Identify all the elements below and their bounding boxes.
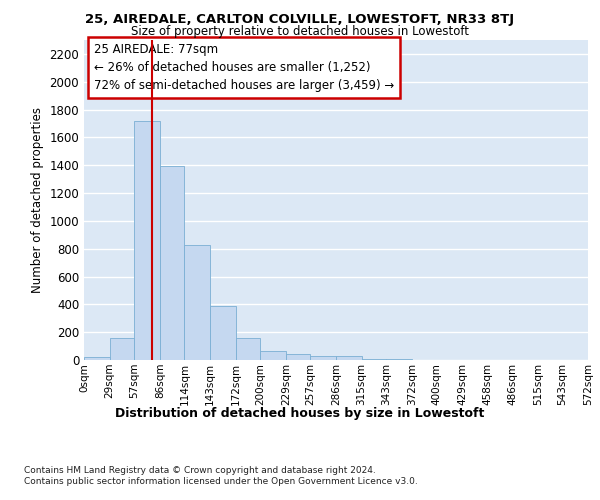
Text: Contains public sector information licensed under the Open Government Licence v3: Contains public sector information licen… (24, 478, 418, 486)
Y-axis label: Number of detached properties: Number of detached properties (31, 107, 44, 293)
Bar (336, 356, 362, 360)
Bar (110, 338, 134, 360)
Bar (134, 120, 160, 360)
Text: 25 AIREDALE: 77sqm
← 26% of detached houses are smaller (1,252)
72% of semi-deta: 25 AIREDALE: 77sqm ← 26% of detached hou… (94, 43, 394, 92)
Bar (84, 357, 110, 360)
Text: Contains HM Land Registry data © Crown copyright and database right 2024.: Contains HM Land Registry data © Crown c… (24, 466, 376, 475)
Bar (210, 306, 236, 360)
Bar (236, 338, 260, 360)
Bar (160, 166, 184, 360)
Text: Distribution of detached houses by size in Lowestoft: Distribution of detached houses by size … (115, 408, 485, 420)
Text: 25, AIREDALE, CARLTON COLVILLE, LOWESTOFT, NR33 8TJ: 25, AIREDALE, CARLTON COLVILLE, LOWESTOF… (85, 12, 515, 26)
Bar (310, 356, 336, 360)
Text: Size of property relative to detached houses in Lowestoft: Size of property relative to detached ho… (131, 25, 469, 38)
Bar (286, 354, 310, 360)
Bar (184, 244, 210, 360)
Bar (260, 351, 286, 360)
